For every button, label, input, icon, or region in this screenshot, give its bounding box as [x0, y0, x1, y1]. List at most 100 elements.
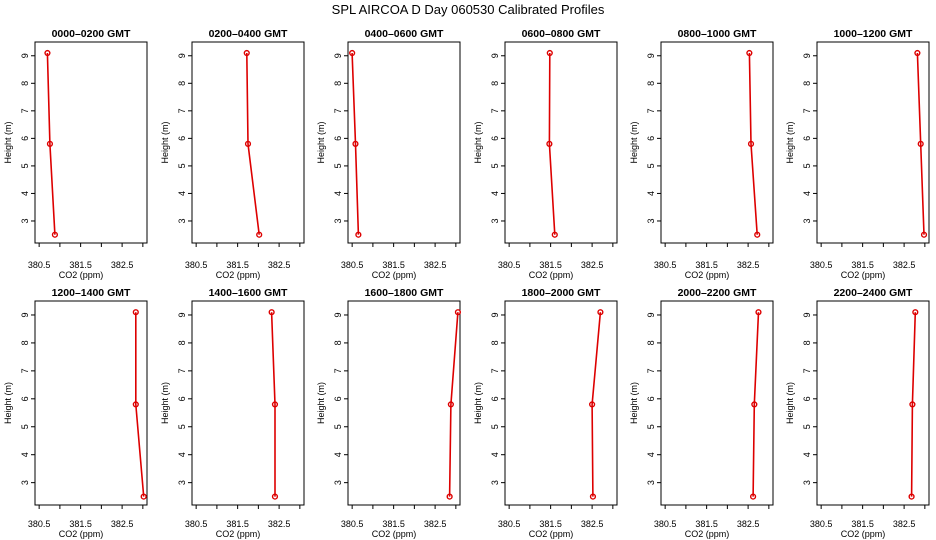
y-tick-label: 5 [802, 163, 812, 168]
panel-title: 0600–0800 GMT [522, 28, 601, 40]
x-tick-label: 382.5 [111, 519, 134, 529]
plot-frame [816, 300, 930, 506]
data-point [912, 309, 919, 316]
y-tick-label: 3 [802, 480, 812, 485]
data-point [256, 231, 263, 238]
x-tick-label: 382.5 [737, 519, 760, 529]
x-tick-label: 380.5 [185, 260, 208, 270]
x-tick-label: 381.5 [226, 519, 249, 529]
plot-frame [34, 300, 148, 506]
x-tick-label: 381.5 [695, 519, 718, 529]
x-tick-label: 380.5 [654, 519, 677, 529]
data-point [908, 493, 915, 500]
panel-title: 1400–1600 GMT [209, 287, 288, 299]
data-point [914, 49, 921, 57]
y-axis-label: Height (m) [473, 121, 483, 163]
y-tick-label: 4 [333, 452, 343, 457]
data-point [589, 493, 597, 500]
y-tick-label: 9 [490, 53, 500, 58]
y-tick-label: 8 [333, 81, 343, 86]
y-tick-label: 5 [802, 424, 812, 429]
x-tick-label: 380.5 [654, 260, 677, 270]
x-axis-label: CO2 (ppm) [372, 270, 417, 280]
data-point [271, 401, 279, 408]
data-point [132, 401, 139, 408]
data-point [909, 401, 916, 408]
data-point [597, 309, 604, 316]
x-tick-label: 381.5 [539, 519, 562, 529]
x-tick-label: 382.5 [268, 260, 291, 270]
y-tick-label: 4 [646, 452, 656, 457]
y-tick-label: 4 [177, 452, 187, 457]
y-tick-label: 3 [333, 480, 343, 485]
data-point [917, 140, 924, 147]
y-tick-label: 9 [333, 312, 343, 317]
y-tick-label: 6 [802, 136, 812, 141]
y-axis-label: Height (m) [160, 382, 170, 424]
x-tick-label: 381.5 [539, 260, 562, 270]
x-tick-label: 380.5 [185, 519, 208, 529]
y-tick-label: 6 [646, 136, 656, 141]
panel-title: 0800–1000 GMT [678, 28, 757, 40]
y-tick-label: 5 [333, 424, 343, 429]
profile-panel: 0000–0200 GMT 380.5 381.5 382.5 3 4 5 6 7 8 9 CO2 (… [3, 28, 148, 280]
x-tick-label: 380.5 [810, 260, 833, 270]
y-tick-label: 4 [490, 452, 500, 457]
y-tick-label: 7 [490, 108, 500, 113]
y-tick-label: 3 [20, 218, 30, 223]
profile-line [548, 52, 556, 235]
profile-line [748, 52, 758, 235]
x-axis-label: CO2 (ppm) [59, 270, 104, 280]
y-axis-label: Height (m) [316, 121, 326, 163]
x-tick-label: 381.5 [695, 260, 718, 270]
data-point [46, 140, 54, 147]
y-tick-label: 4 [333, 191, 343, 196]
data-point [51, 231, 59, 238]
y-tick-label: 3 [177, 480, 187, 485]
y-tick-label: 9 [646, 53, 656, 58]
y-tick-label: 6 [20, 396, 30, 401]
panel-title: 0200–0400 GMT [209, 28, 288, 40]
y-tick-label: 8 [646, 340, 656, 345]
profile-panel: 1200–1400 GMT 380.5 381.5 382.5 3 4 5 6 7 8 9 CO2 (… [3, 287, 148, 539]
y-tick-label: 7 [646, 108, 656, 113]
data-point [268, 309, 275, 316]
plot-frame [660, 41, 774, 244]
x-axis-label: CO2 (ppm) [685, 529, 730, 539]
data-point [754, 231, 761, 238]
x-tick-label: 380.5 [498, 260, 521, 270]
y-tick-label: 4 [177, 191, 187, 196]
y-axis-label: Height (m) [316, 382, 326, 424]
plot-frame [660, 300, 774, 506]
y-tick-label: 3 [177, 218, 187, 223]
data-point [244, 140, 252, 147]
y-axis-label: Height (m) [629, 382, 639, 424]
data-point [352, 140, 359, 147]
plot-frame [347, 300, 461, 506]
y-tick-label: 5 [646, 163, 656, 168]
profile-line [135, 312, 145, 497]
panel-title: 0000–0200 GMT [52, 28, 131, 40]
y-tick-label: 7 [802, 108, 812, 113]
x-tick-label: 382.5 [581, 260, 604, 270]
y-tick-label: 5 [646, 424, 656, 429]
plot-frame [504, 41, 618, 244]
x-tick-label: 381.5 [69, 519, 92, 529]
data-point [546, 140, 553, 147]
profile-panel: 0600–0800 GMT 380.5 381.5 382.5 3 4 5 6 7 8 9 CO2 (… [473, 28, 618, 280]
y-tick-label: 6 [20, 136, 30, 141]
y-tick-label: 6 [490, 136, 500, 141]
x-tick-label: 381.5 [226, 260, 249, 270]
figure-title: SPL AIRCOA D Day 060530 Calibrated Profi… [332, 2, 605, 17]
y-tick-label: 8 [20, 340, 30, 345]
y-tick-label: 7 [490, 368, 500, 373]
y-tick-label: 4 [802, 191, 812, 196]
x-axis-label: CO2 (ppm) [372, 529, 417, 539]
data-point [551, 231, 558, 238]
y-tick-label: 7 [20, 108, 30, 113]
y-tick-label: 8 [802, 81, 812, 86]
y-tick-label: 8 [177, 340, 187, 345]
profile-line [591, 312, 602, 497]
y-tick-label: 4 [20, 191, 30, 196]
x-axis-label: CO2 (ppm) [841, 529, 886, 539]
